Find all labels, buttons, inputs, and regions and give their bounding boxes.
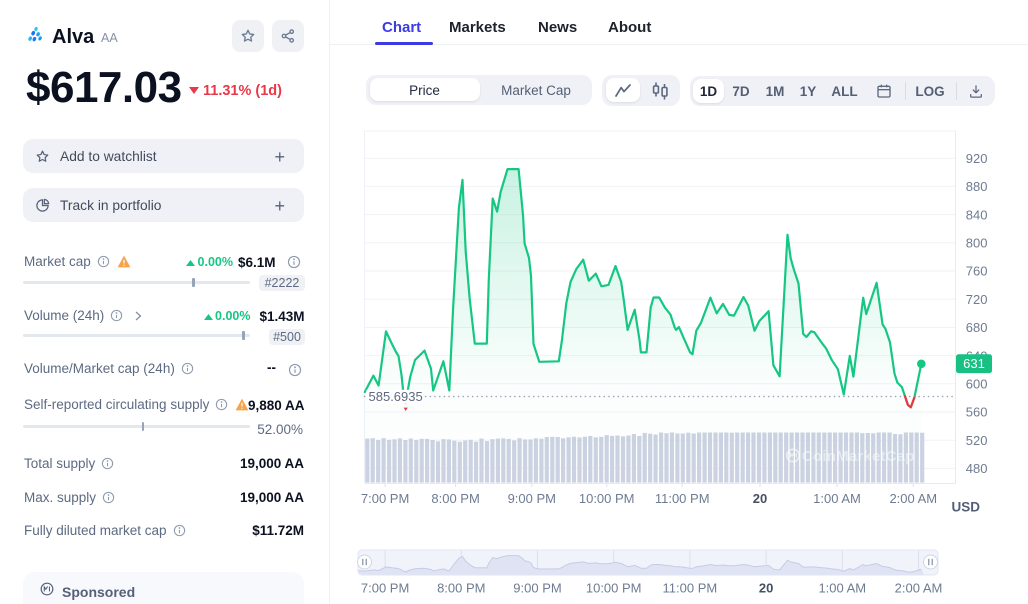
svg-text:10:00 PM: 10:00 PM [579,491,635,506]
svg-text:11:00 PM: 11:00 PM [663,581,718,596]
svg-text:520: 520 [966,433,988,448]
svg-text:600: 600 [966,377,988,392]
svg-text:880: 880 [966,179,988,194]
svg-text:9:00 PM: 9:00 PM [513,581,561,596]
svg-text:10:00 PM: 10:00 PM [586,581,642,596]
svg-text:560: 560 [966,405,988,420]
svg-text:2:00 AM: 2:00 AM [895,581,943,596]
svg-text:20: 20 [753,491,767,506]
svg-text:9:00 PM: 9:00 PM [508,491,556,506]
svg-text:840: 840 [966,207,988,222]
svg-text:USD: USD [951,500,980,515]
svg-text:1:00 AM: 1:00 AM [813,491,861,506]
svg-text:11:00 PM: 11:00 PM [655,491,710,506]
svg-text:760: 760 [966,264,988,279]
svg-text:680: 680 [966,320,988,335]
svg-text:480: 480 [966,461,988,476]
svg-text:8:00 PM: 8:00 PM [437,581,485,596]
svg-text:585.6935: 585.6935 [369,389,423,404]
svg-text:7:00 PM: 7:00 PM [361,491,409,506]
svg-text:20: 20 [759,581,773,596]
svg-text:7:00 PM: 7:00 PM [361,581,409,596]
svg-text:631: 631 [963,356,985,371]
svg-text:2:00 AM: 2:00 AM [889,491,937,506]
svg-text:800: 800 [966,236,988,251]
svg-text:8:00 PM: 8:00 PM [431,491,479,506]
svg-text:920: 920 [966,151,988,166]
svg-text:1:00 AM: 1:00 AM [818,581,866,596]
svg-text:720: 720 [966,292,988,307]
